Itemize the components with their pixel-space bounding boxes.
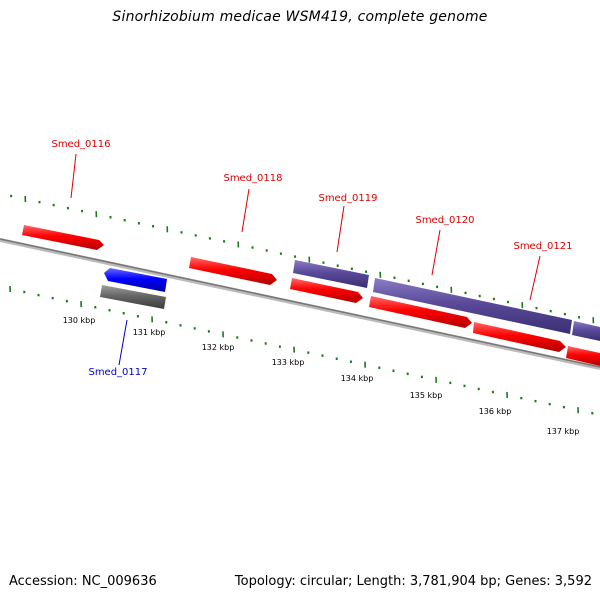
label-leaders [70, 153, 541, 366]
scale-label-137kbp: 137 kbp [547, 427, 580, 436]
feature-bar-smed-0120[interactable] [373, 278, 572, 334]
map-title: Sinorhizobium medicae WSM419, complete g… [112, 9, 488, 25]
accession-label: Accession: NC_009636 [9, 574, 157, 589]
gene-label-smed-0118[interactable]: Smed_0118 [223, 173, 282, 184]
gene-arrow-smed-0116[interactable] [22, 225, 104, 250]
gene-label-smed-0121[interactable]: Smed_0121 [513, 241, 572, 252]
scale-label-136kbp: 136 kbp [479, 407, 512, 416]
gene-labels: Smed_0116 Smed_0117 Smed_0118 Smed_0119 … [51, 139, 572, 378]
gene-label-smed-0119[interactable]: Smed_0119 [318, 193, 377, 204]
gene-label-smed-0116[interactable]: Smed_0116 [51, 139, 110, 150]
scale-label-133kbp: 133 kbp [272, 358, 305, 367]
gene-arrow-smed-0120[interactable] [369, 296, 472, 328]
feature-bar-smed-0119[interactable] [293, 260, 369, 288]
feature-bar-smed-0121[interactable] [572, 321, 600, 341]
gene-arrow-smed-0121[interactable] [473, 322, 566, 352]
gene-arrow-smed-0118[interactable] [189, 257, 277, 285]
tick-row-reverse [9, 285, 594, 415]
backbone [0, 238, 600, 370]
gene-arrow-smed-0119[interactable] [290, 278, 363, 303]
scale-label-130kbp: 130 kbp [63, 316, 96, 325]
scale-label-135kbp: 135 kbp [410, 391, 443, 400]
feature-bar-smed-0117[interactable] [100, 285, 166, 309]
tick-row-forward [10, 194, 595, 324]
feature-track [22, 225, 600, 366]
gene-label-smed-0120[interactable]: Smed_0120 [415, 215, 474, 226]
gene-arrow-smed-0122-partial[interactable] [566, 346, 600, 366]
scale-label-134kbp: 134 kbp [341, 374, 374, 383]
scale-label-131kbp: 131 kbp [133, 328, 166, 337]
genome-summary: Topology: circular; Length: 3,781,904 bp… [234, 574, 592, 589]
gene-arrow-smed-0117[interactable] [104, 268, 167, 292]
scale-labels: 130 kbp 131 kbp 132 kbp 133 kbp 134 kbp … [63, 316, 580, 436]
gene-label-smed-0117[interactable]: Smed_0117 [88, 367, 147, 378]
scale-label-132kbp: 132 kbp [202, 343, 235, 352]
